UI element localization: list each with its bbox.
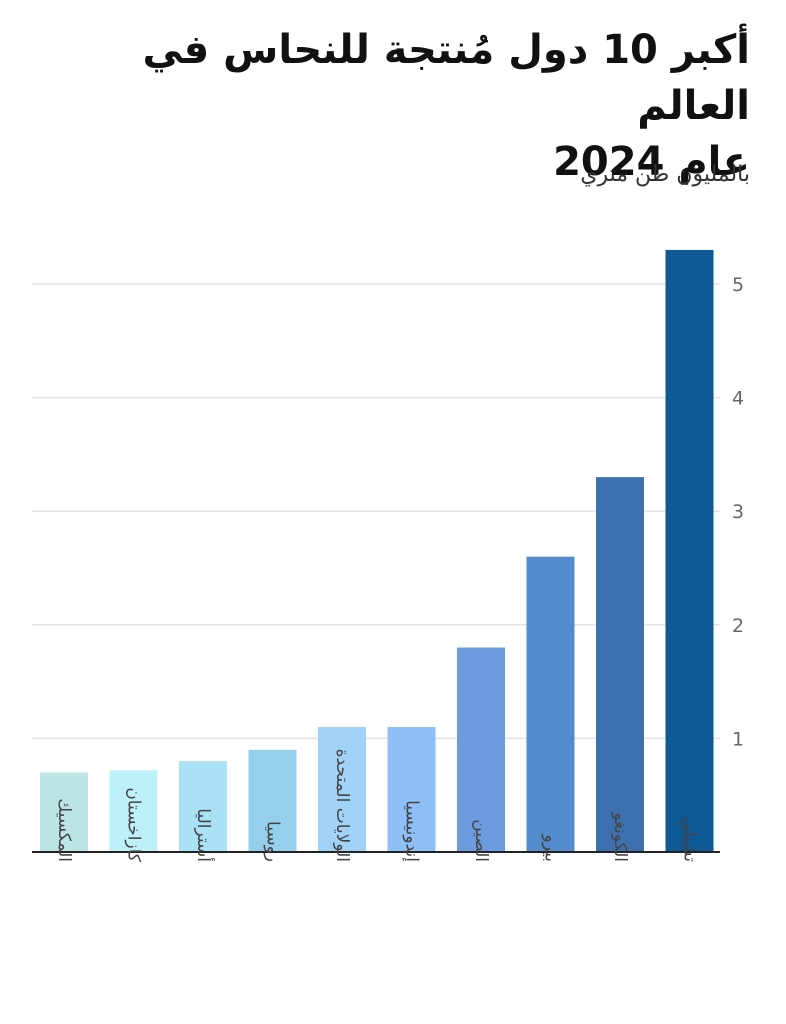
x-tick-label-3: أستراليا: [193, 808, 215, 862]
bar-8: [526, 556, 575, 852]
x-tick-label-8: بيرو: [541, 834, 561, 862]
bar-5: [318, 727, 366, 852]
bar-3: [179, 761, 227, 852]
y-tick-label-5: 5: [732, 274, 744, 296]
bar-1: [40, 772, 88, 852]
chart-title-line-2: عام 2024: [553, 139, 750, 185]
chart-title: أكبر 10 دول مُنتجة للنحاس في العالم عام …: [30, 22, 750, 190]
x-tick-label-7: الصين: [471, 819, 491, 862]
bar-7: [457, 647, 505, 852]
y-tick-label-1: 1: [732, 728, 744, 750]
bar-10: [665, 249, 714, 853]
bar-6: [387, 727, 436, 852]
bar-2: [109, 770, 158, 852]
chart-subtitle: بالمليون طن متري: [580, 162, 750, 187]
x-tick-label-1: المكسيك: [54, 798, 74, 862]
y-tick-label-2: 2: [732, 615, 744, 637]
chart-title-line-1: أكبر 10 دول مُنتجة للنحاس في العالم: [142, 27, 750, 129]
bar-4: [248, 749, 297, 852]
x-tick-label-4: روسيا: [263, 821, 283, 862]
x-tick-label-10: تشيلي: [680, 817, 700, 862]
y-tick-label-4: 4: [732, 388, 744, 410]
y-tick-label-3: 3: [732, 501, 744, 523]
x-tick-label-6: إندونيسيا: [402, 800, 422, 862]
x-tick-label-5: الولايات المتحدة: [332, 749, 352, 862]
x-tick-label-2: كازاخستان: [124, 787, 144, 863]
x-tick-label-9: الكونغو: [610, 811, 630, 862]
bar-9: [596, 477, 644, 852]
